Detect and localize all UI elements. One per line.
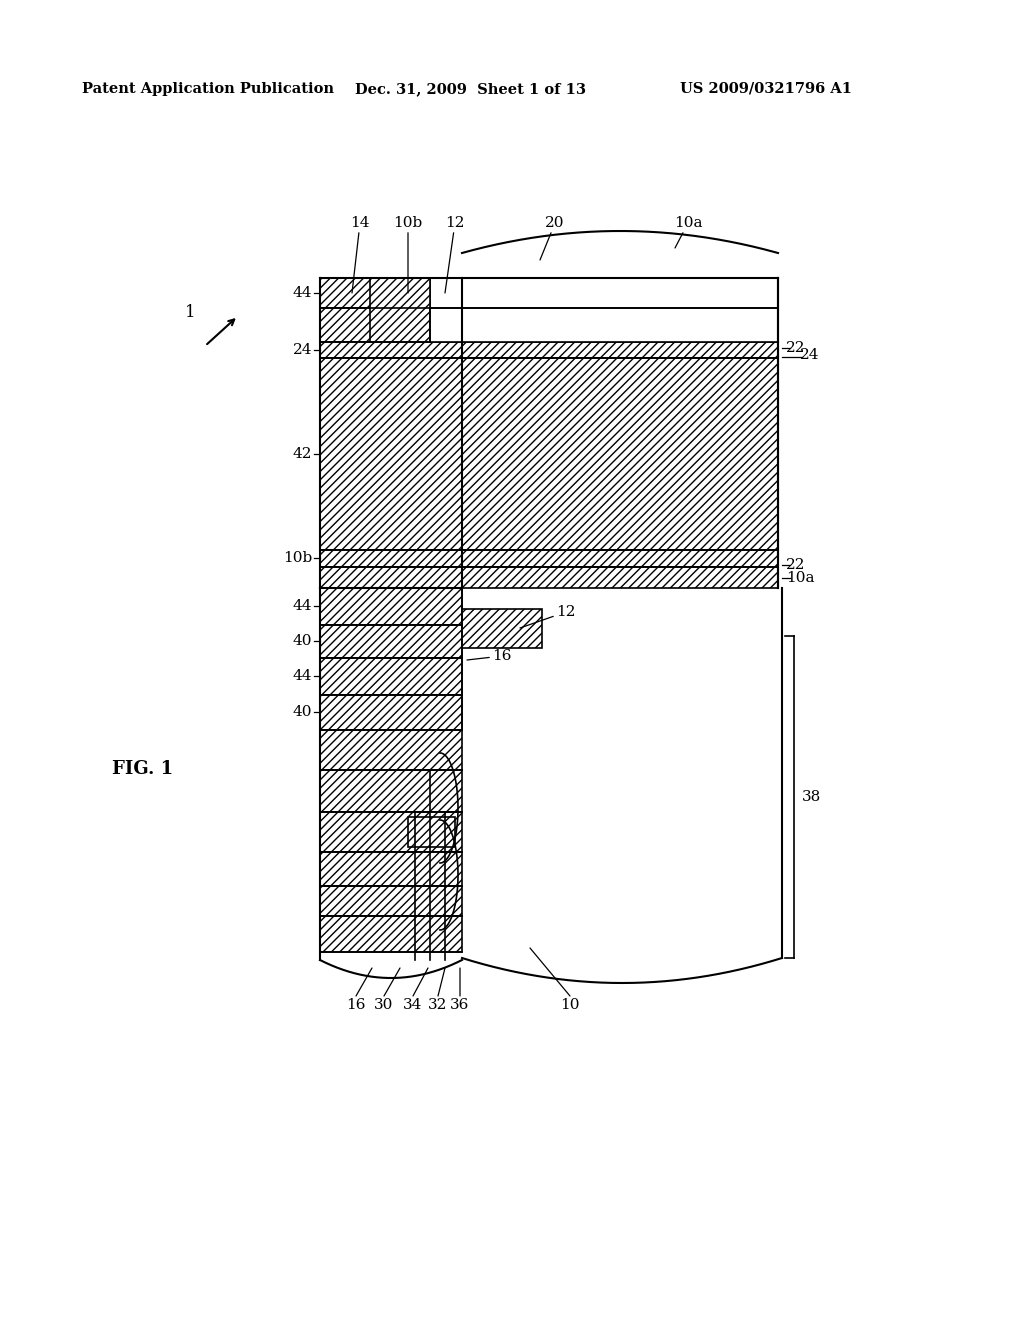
Bar [319, 770, 462, 812]
Text: 16: 16 [346, 998, 366, 1012]
Text: 36: 36 [451, 998, 470, 1012]
Text: 22: 22 [786, 558, 806, 572]
Bar [430, 279, 778, 308]
Text: 1: 1 [185, 304, 196, 321]
Text: Dec. 31, 2009  Sheet 1 of 13: Dec. 31, 2009 Sheet 1 of 13 [355, 82, 586, 96]
Bar [408, 817, 455, 847]
Bar [319, 696, 462, 730]
Bar [319, 851, 462, 886]
Bar [319, 342, 778, 358]
Text: 12: 12 [445, 216, 465, 293]
Text: 22: 22 [786, 341, 806, 355]
Bar [319, 308, 778, 342]
Text: 44: 44 [293, 599, 312, 612]
Bar [319, 730, 462, 770]
Text: 32: 32 [428, 998, 447, 1012]
Text: 30: 30 [375, 998, 393, 1012]
Text: 20: 20 [540, 216, 565, 260]
Bar [319, 550, 778, 568]
Text: 10: 10 [560, 998, 580, 1012]
Bar [319, 587, 462, 624]
Text: 40: 40 [293, 634, 312, 648]
Bar [319, 916, 462, 952]
Text: 12: 12 [520, 605, 575, 628]
Bar [430, 308, 778, 342]
Text: 34: 34 [403, 998, 423, 1012]
Bar [319, 812, 462, 851]
Text: 40: 40 [293, 705, 312, 719]
Text: 10a: 10a [786, 572, 814, 585]
Text: FIG. 1: FIG. 1 [112, 760, 173, 777]
Bar [430, 279, 778, 342]
Text: 14: 14 [350, 216, 370, 293]
Text: 24: 24 [800, 348, 819, 362]
Text: 24: 24 [293, 343, 312, 356]
Text: 44: 44 [293, 286, 312, 300]
Text: 10b: 10b [283, 550, 312, 565]
Bar [319, 279, 778, 308]
Text: 42: 42 [293, 447, 312, 461]
Bar [462, 609, 542, 648]
Bar [319, 358, 778, 550]
Text: US 2009/0321796 A1: US 2009/0321796 A1 [680, 82, 852, 96]
Text: 38: 38 [802, 789, 821, 804]
Bar [462, 587, 780, 956]
Bar [319, 624, 462, 657]
Bar [370, 279, 430, 342]
Text: 16: 16 [467, 649, 512, 663]
Text: 10a: 10a [674, 216, 702, 248]
Text: 44: 44 [293, 669, 312, 682]
Bar [319, 657, 462, 696]
Text: Patent Application Publication: Patent Application Publication [82, 82, 334, 96]
Bar [319, 886, 462, 916]
Bar [319, 568, 778, 587]
Text: 10b: 10b [393, 216, 423, 293]
